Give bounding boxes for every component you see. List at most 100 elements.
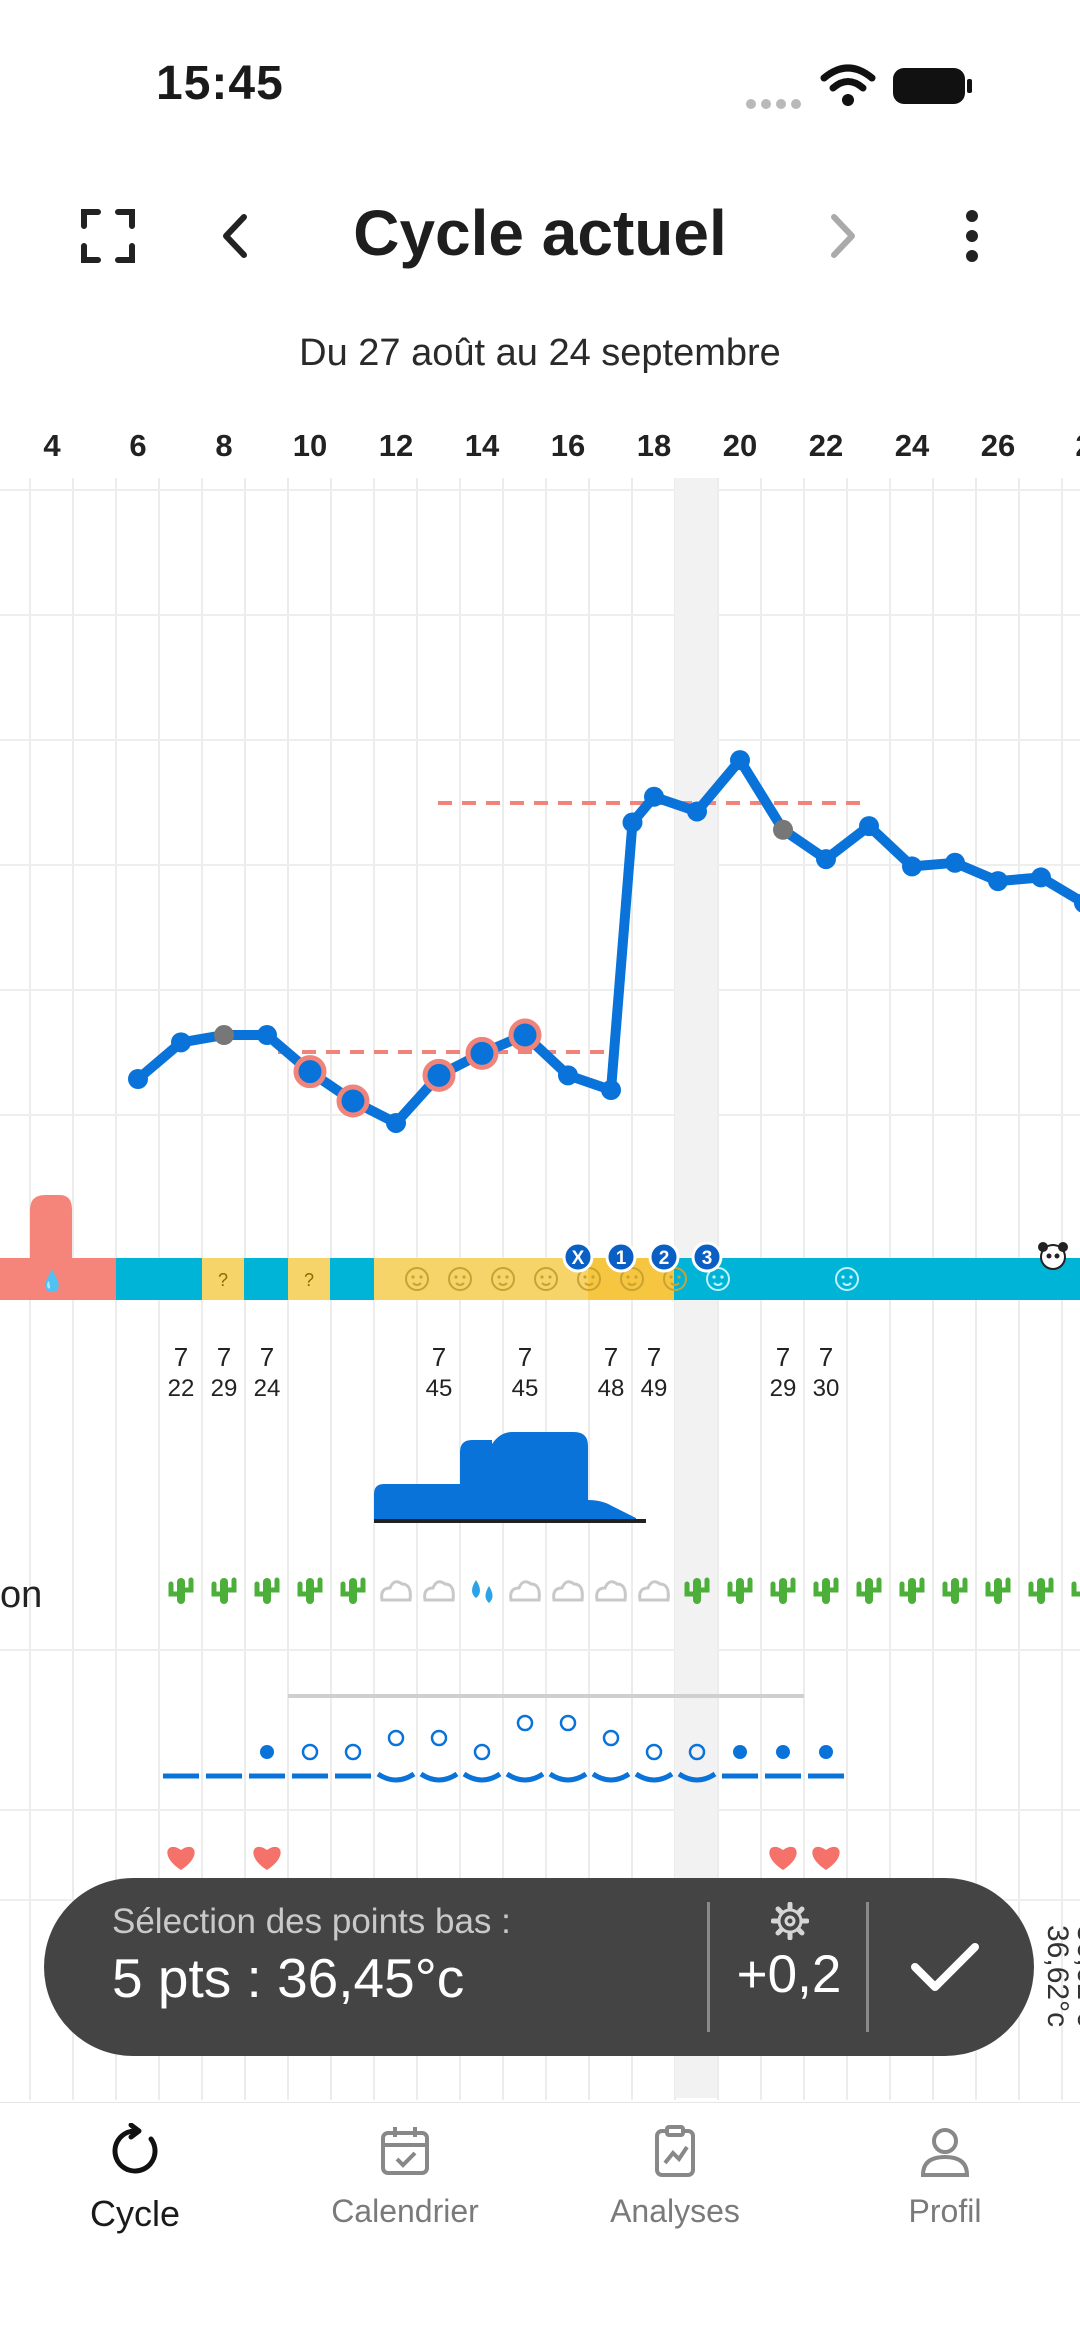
pill-divider bbox=[707, 1902, 710, 2032]
cloud-icon bbox=[638, 1580, 670, 1602]
value-bottom: 29 bbox=[211, 1375, 238, 1402]
next-cycle-button[interactable] bbox=[806, 200, 878, 272]
temperature-point-selected bbox=[293, 1055, 327, 1089]
consistency-mark bbox=[548, 1714, 588, 1783]
signal-dots-icon bbox=[745, 96, 805, 117]
value-bottom: 30 bbox=[813, 1375, 840, 1402]
temperature-point bbox=[1074, 893, 1080, 913]
chevron-left-icon bbox=[223, 214, 247, 258]
chevron-right-icon bbox=[831, 214, 855, 258]
cactus-icon bbox=[1071, 1581, 1080, 1597]
profile-icon bbox=[920, 2128, 970, 2177]
baby-face-icon bbox=[405, 1267, 429, 1291]
consistency-mark bbox=[808, 1745, 844, 1779]
pill-divider-2 bbox=[866, 1902, 869, 2032]
nav-analyses[interactable]: Analyses bbox=[540, 2123, 810, 2230]
svg-text:?: ? bbox=[218, 1270, 228, 1290]
consistency-mark bbox=[765, 1745, 801, 1779]
consistency-mark bbox=[634, 1743, 674, 1783]
confirm-button[interactable] bbox=[880, 1900, 1010, 2034]
temperature-point-selected bbox=[422, 1058, 456, 1092]
panda-icon bbox=[1038, 1242, 1068, 1270]
value-bottom: 24 bbox=[254, 1375, 281, 1402]
cloud-icon bbox=[509, 1580, 541, 1602]
consistency-mark bbox=[249, 1745, 285, 1779]
cactus-icon bbox=[942, 1577, 968, 1604]
day-label: 2 bbox=[1054, 428, 1080, 464]
temperature-point bbox=[128, 1069, 148, 1090]
temperature-point bbox=[601, 1080, 621, 1100]
cactus-icon bbox=[168, 1577, 194, 1604]
more-vertical-icon bbox=[966, 210, 978, 262]
temperature-point bbox=[988, 871, 1008, 892]
cloud-icon bbox=[552, 1580, 584, 1602]
value-bottom: 48 bbox=[598, 1375, 625, 1402]
consistency-mark bbox=[292, 1743, 328, 1779]
consistency-mark bbox=[335, 1743, 371, 1779]
baby-face-icon bbox=[706, 1267, 730, 1291]
phase-marker: 1 bbox=[605, 1241, 637, 1273]
temperature-point bbox=[386, 1112, 406, 1133]
consistency-mark bbox=[505, 1714, 545, 1783]
value-bottom: 49 bbox=[641, 1375, 668, 1402]
day-label: 16 bbox=[550, 428, 586, 463]
day-label: 12 bbox=[378, 428, 414, 463]
mucus-amount-block bbox=[374, 1432, 636, 1520]
value-top: 7 bbox=[260, 1342, 274, 1372]
nav-profile[interactable]: Profil bbox=[810, 2123, 1080, 2230]
heart-icon bbox=[812, 1846, 840, 1870]
consistency-mark bbox=[419, 1729, 459, 1783]
phase-markers: X 1 2 3 bbox=[562, 1241, 723, 1273]
nav-analyses-label: Analyses bbox=[610, 2193, 740, 2229]
day-label: 4 bbox=[43, 428, 61, 463]
nav-cycle[interactable]: Cycle bbox=[0, 2123, 270, 2235]
chart-hgrid bbox=[0, 489, 1080, 1901]
temperature-point bbox=[1031, 867, 1051, 888]
day-label: 20 bbox=[722, 428, 758, 463]
gear-icon bbox=[771, 1902, 809, 1940]
fullscreen-button[interactable] bbox=[72, 200, 144, 272]
nav-calendar[interactable]: Calendrier bbox=[270, 2123, 540, 2230]
cycle-icon bbox=[112, 2123, 158, 2174]
consistency-row bbox=[163, 1714, 844, 1783]
more-options-button[interactable] bbox=[936, 200, 1008, 272]
consistency-mark bbox=[591, 1729, 631, 1783]
water-drops-icon bbox=[472, 1580, 493, 1603]
day-label: 6 bbox=[129, 428, 147, 463]
temperature-point-selected bbox=[508, 1018, 542, 1052]
temperature-point bbox=[730, 750, 750, 771]
temperature-point bbox=[644, 786, 664, 807]
phase-marker-label: 1 bbox=[616, 1248, 627, 1269]
temperature-point bbox=[902, 856, 922, 877]
temperature-point bbox=[816, 849, 836, 870]
offset-button[interactable] bbox=[724, 1896, 854, 2036]
cloud-icon bbox=[423, 1580, 455, 1602]
temperature-point-selected bbox=[336, 1084, 370, 1118]
day-label: 26 bbox=[980, 428, 1016, 463]
cactus-icon bbox=[770, 1577, 796, 1604]
consistency-mark bbox=[376, 1729, 416, 1783]
phase-marker-label: 3 bbox=[702, 1248, 713, 1269]
svg-text:?: ? bbox=[304, 1270, 314, 1290]
value-top: 7 bbox=[604, 1342, 618, 1372]
value-bottom: 45 bbox=[512, 1375, 539, 1402]
heart-icon bbox=[167, 1846, 195, 1870]
value-top: 7 bbox=[819, 1342, 833, 1372]
selection-label: Sélection des points bas : bbox=[112, 1902, 511, 1941]
temperature-point bbox=[687, 801, 707, 822]
cycle-chart[interactable]: 💧 ?? X 1 2 3 7 22 7 29 7 24 7 45 7 45 7 48 7 49 7 29 7 30 bbox=[0, 470, 1080, 2100]
cactus-icon bbox=[211, 1577, 237, 1604]
phase-marker: 3 bbox=[691, 1241, 723, 1273]
value-top: 7 bbox=[776, 1342, 790, 1372]
status-time: 15:45 bbox=[156, 57, 284, 110]
consistency-mark bbox=[462, 1743, 502, 1783]
value-bottom: 22 bbox=[168, 1375, 195, 1402]
temperature-point bbox=[622, 812, 643, 833]
temperature-points[interactable] bbox=[128, 750, 1080, 1133]
day-label: 24 bbox=[894, 428, 930, 463]
fertility-face-icons bbox=[405, 1267, 859, 1291]
previous-cycle-button[interactable] bbox=[200, 200, 272, 272]
intercourse-hearts bbox=[167, 1846, 840, 1870]
heart-icon bbox=[769, 1846, 797, 1870]
selection-pill bbox=[44, 1878, 1034, 2056]
